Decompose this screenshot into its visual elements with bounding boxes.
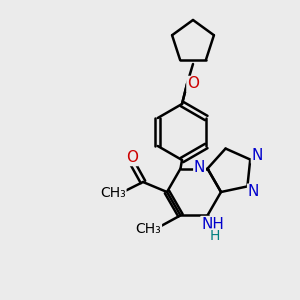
Text: O: O — [126, 151, 138, 166]
Text: CH₃: CH₃ — [136, 222, 161, 236]
Text: N: N — [251, 148, 263, 163]
Text: N: N — [194, 160, 205, 175]
Text: H: H — [209, 229, 220, 243]
Text: CH₃: CH₃ — [100, 186, 126, 200]
Text: O: O — [187, 76, 199, 92]
Text: N: N — [248, 184, 259, 199]
Text: NH: NH — [201, 217, 224, 232]
